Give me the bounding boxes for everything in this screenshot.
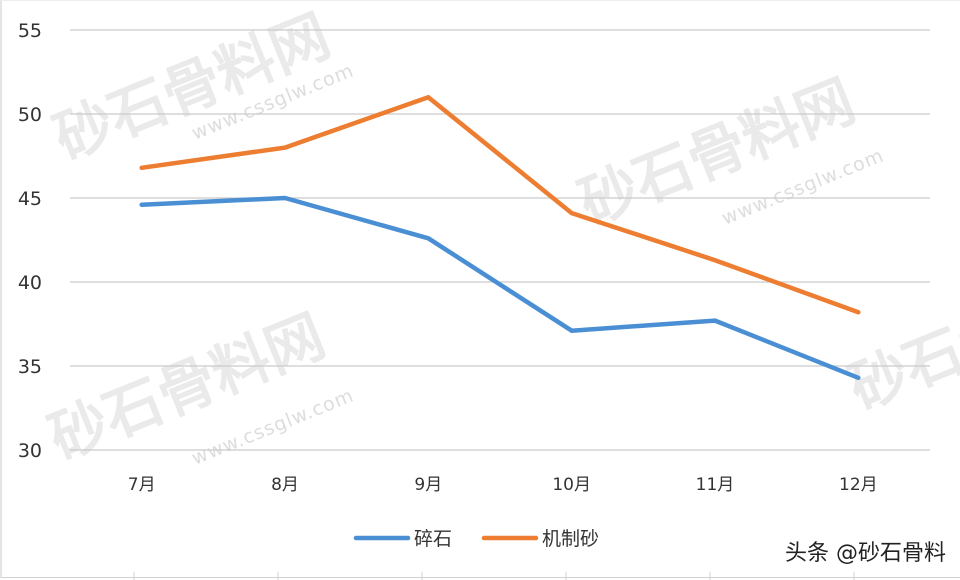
watermark-text: 砂石骨料网: [40, 301, 334, 473]
series-lines: [139, 94, 861, 381]
y-tick-label: 55: [18, 20, 42, 42]
legend: 碎石 机制砂: [353, 528, 599, 550]
x-tick-label: 11月: [696, 475, 735, 495]
watermark-text: 砂石骨料网: [570, 66, 864, 238]
source-credit: 头条 @砂石骨料: [785, 541, 946, 566]
series-line: [139, 94, 861, 315]
x-tick-label: 7月: [128, 475, 156, 495]
x-axis: 7月 8月 9月 10月 11月 12月: [128, 475, 878, 495]
legend-label: 碎石: [414, 528, 452, 550]
bottom-border-ticks: [133, 572, 855, 580]
y-axis: 30 35 40 45 50 55: [18, 20, 42, 462]
x-tick-label: 12月: [839, 475, 878, 495]
x-tick-label: 10月: [552, 475, 591, 495]
y-tick-label: 50: [18, 104, 42, 126]
x-tick-label: 9月: [414, 475, 442, 495]
y-tick-label: 35: [18, 356, 42, 378]
y-tick-label: 45: [18, 188, 42, 210]
watermark-text: 砂石骨料网: [840, 251, 960, 423]
legend-label: 机制砂: [542, 528, 599, 550]
y-tick-label: 30: [18, 440, 42, 462]
y-tick-label: 40: [18, 272, 42, 294]
series-line: [139, 195, 861, 381]
x-tick-label: 8月: [271, 475, 299, 495]
